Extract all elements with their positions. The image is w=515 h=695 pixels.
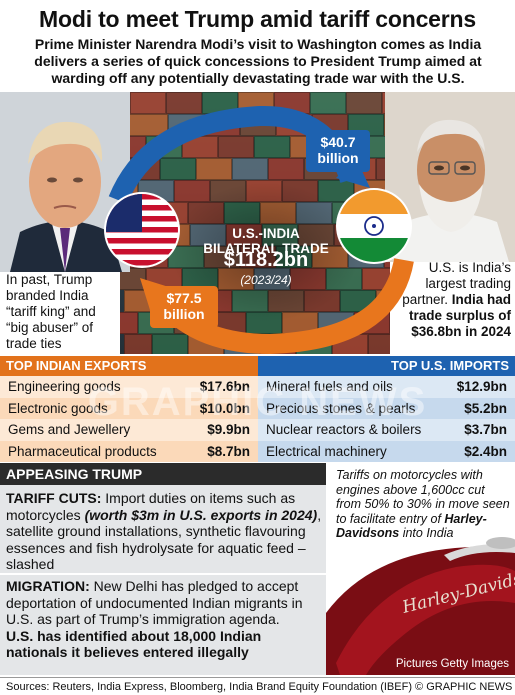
table-row: Engineering goods $17.6bn (0, 376, 258, 398)
container-block (318, 180, 354, 202)
container-block (362, 268, 390, 290)
appeasing-title: APPEASING TRUMP (0, 463, 326, 485)
flow-to-india-value: $77.5 billion (163, 290, 205, 322)
motorcycle-panel: Harley-Davidson Tariffs on motorcycles w… (326, 463, 515, 675)
table-row: Gems and Jewellery $9.9bn (0, 419, 258, 441)
table-row: Mineral fuels and oils $12.9bn (258, 376, 515, 398)
container-block (160, 158, 196, 180)
table-row: Electronic goods $10.0bn (0, 397, 258, 419)
table-row: Precious stones & pearls $5.2bn (258, 397, 515, 419)
container-block (152, 334, 188, 354)
container-block (310, 92, 346, 114)
subhead: Prime Minister Narendra Modi’s visit to … (34, 36, 482, 86)
india-flag-icon (336, 188, 412, 264)
trade-flow-arrows (104, 105, 414, 354)
container-block (120, 312, 138, 334)
appeasing-trump-panel: APPEASING TRUMP TARIFF CUTS: Import duti… (0, 463, 326, 675)
sources-footer: Sources: Reuters, India Express, Bloombe… (0, 677, 515, 695)
trade-tables: TOP INDIAN EXPORTS Engineering goods $17.… (0, 356, 515, 462)
hero-graphic: U.S.-INDIA BILATERAL TRADE $118.2bn (202… (0, 92, 515, 354)
container-block (120, 268, 146, 290)
imports-title: TOP U.S. IMPORTS (258, 356, 515, 376)
migration-text: MIGRATION: New Delhi has pledged to acce… (6, 578, 303, 660)
flow-to-us-value: $40.7 billion (317, 134, 359, 166)
trump-photo (0, 92, 130, 272)
motorcycle-caption: Tariffs on motorcycles with engines abov… (336, 468, 510, 540)
trade-title: U.S.-INDIA BILATERAL TRADE (203, 226, 329, 256)
container-block (124, 334, 152, 354)
imports-table: TOP U.S. IMPORTS Mineral fuels and oils $… (258, 356, 515, 462)
table-row: Electrical machinery $2.4bn (258, 440, 515, 462)
container-block (254, 136, 290, 158)
container-block (232, 158, 268, 180)
trade-value: $118.2bn (223, 249, 309, 271)
trump-caption: In past, Trump branded India “tariff kin… (6, 272, 96, 351)
container-block (196, 158, 232, 180)
table-row: Nuclear reactors & boilers $3.7bn (258, 419, 515, 441)
modi-caption: U.S. is India’s largest trading partner.… (402, 260, 511, 339)
tariff-cuts-text: TARIFF CUTS: Import duties on items such… (6, 490, 322, 572)
exports-table: TOP INDIAN EXPORTS Engineering goods $17.… (0, 356, 258, 462)
container-block (368, 334, 390, 354)
photo-credit: Pictures Getty Images (395, 658, 509, 670)
trade-year: (2023/24) (240, 273, 292, 287)
motorcycle-tank-image: Harley-Davidson (326, 463, 515, 675)
exports-title: TOP INDIAN EXPORTS (0, 356, 258, 376)
container-block (174, 180, 210, 202)
us-flag-icon (104, 192, 180, 268)
table-row: Pharmaceutical products $8.7bn (0, 440, 258, 462)
container-block (130, 92, 166, 114)
container-block (218, 136, 254, 158)
container-block (268, 158, 304, 180)
divider (0, 573, 326, 575)
container-block (346, 92, 382, 114)
headline: Modi to meet Trump amid tariff concerns (39, 6, 476, 32)
container-block (166, 92, 202, 114)
